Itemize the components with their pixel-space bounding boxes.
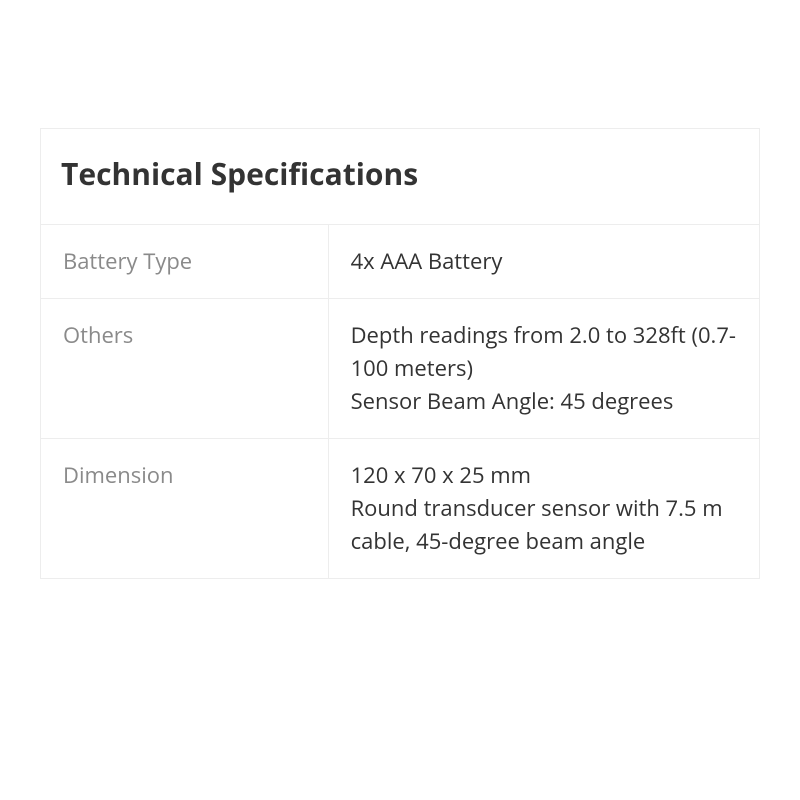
spec-label: Battery Type [41, 225, 329, 299]
specifications-table: Technical Specifications Battery Type4x … [40, 128, 760, 579]
spec-value: 120 x 70 x 25 mmRound transducer sensor … [328, 439, 759, 579]
table-row: OthersDepth readings from 2.0 to 328ft (… [41, 299, 760, 439]
spec-value: Depth readings from 2.0 to 328ft (0.7-10… [328, 299, 759, 439]
table-body: Battery Type4x AAA BatteryOthersDepth re… [41, 225, 760, 579]
spec-label: Dimension [41, 439, 329, 579]
table-heading: Technical Specifications [41, 129, 760, 225]
table-row: Dimension120 x 70 x 25 mmRound transduce… [41, 439, 760, 579]
spec-label: Others [41, 299, 329, 439]
table-row: Battery Type4x AAA Battery [41, 225, 760, 299]
spec-value: 4x AAA Battery [328, 225, 759, 299]
